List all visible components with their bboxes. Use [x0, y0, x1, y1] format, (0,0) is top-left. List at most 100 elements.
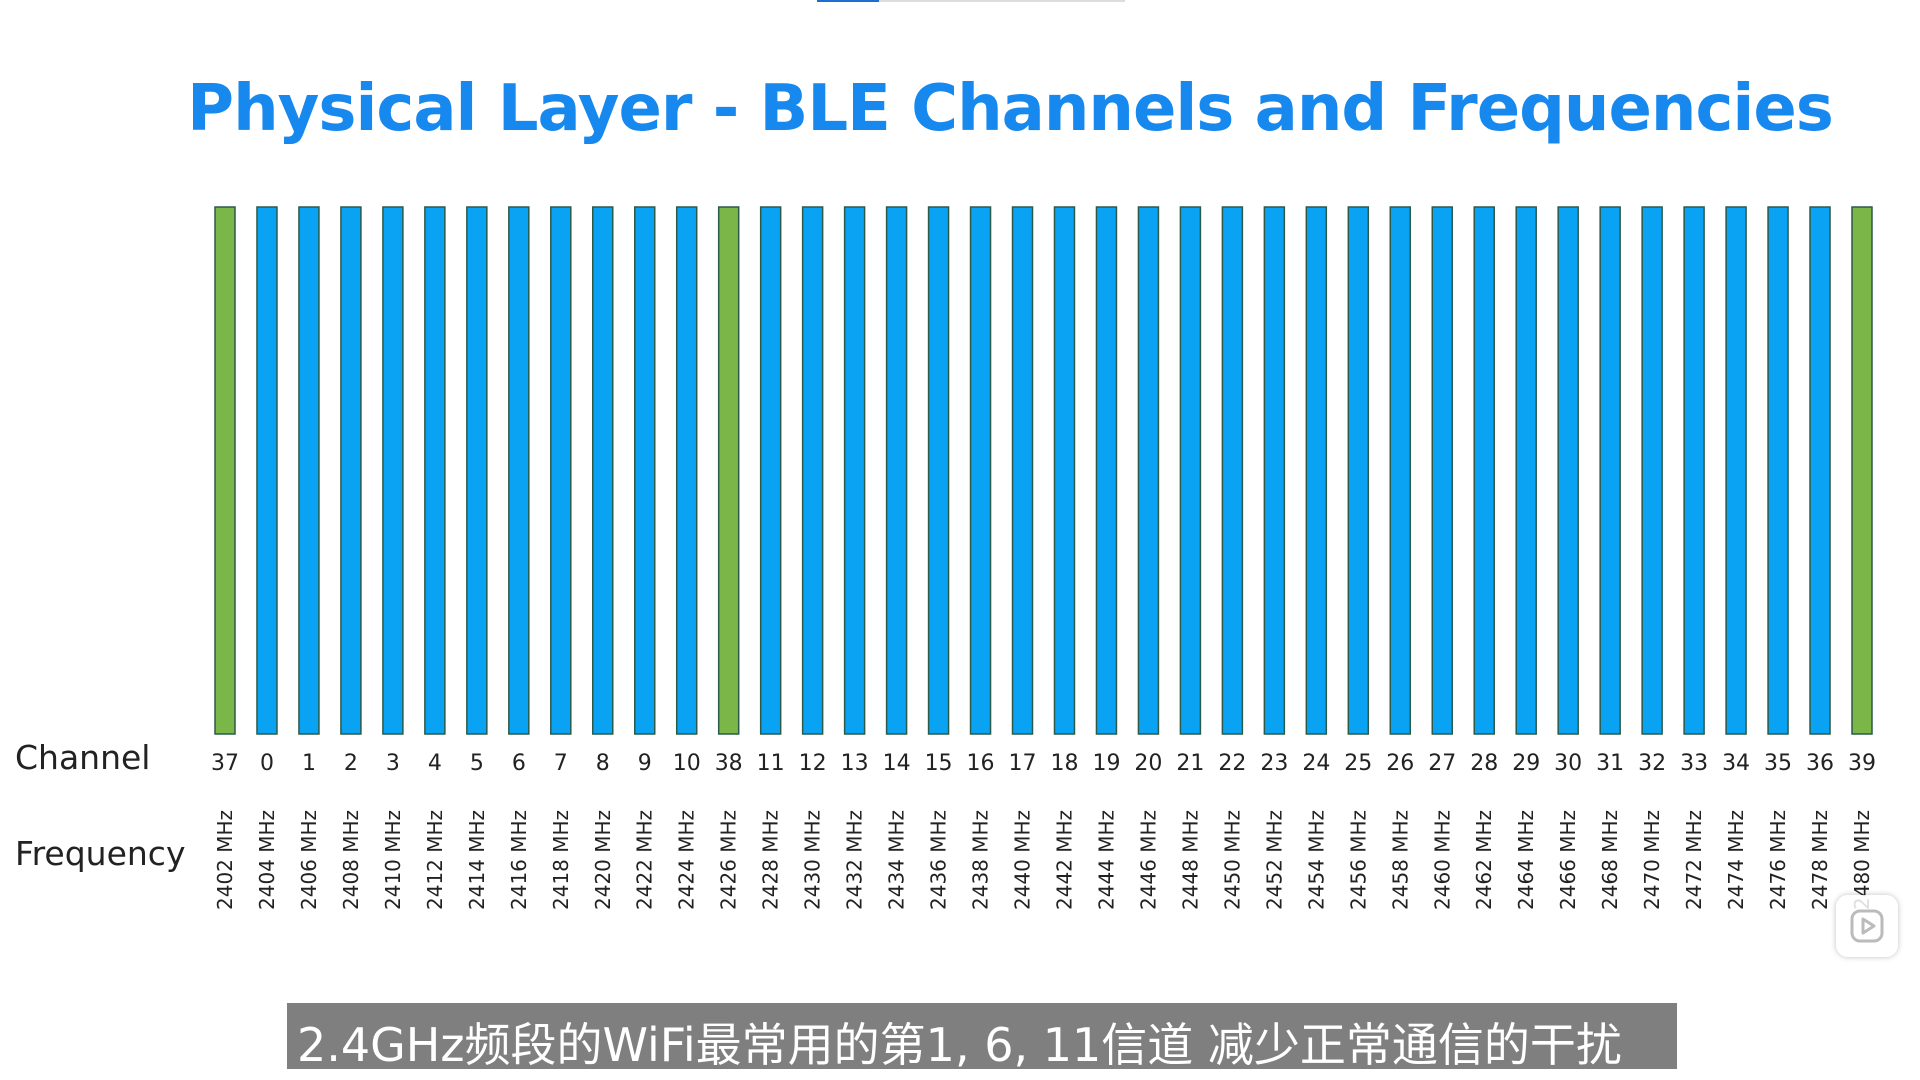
channel-tick-label: 11 [757, 751, 785, 776]
data-channel-bar-22 [1221, 206, 1244, 735]
data-channel-bar-15 [927, 206, 950, 735]
frequency-tick-label: 2414 MHz [465, 810, 489, 910]
data-channel-bar-1 [298, 206, 320, 735]
frequency-tick-label: 2468 MHz [1598, 810, 1622, 910]
data-channel-bar-5 [466, 206, 488, 735]
frequency-tick-label: 2406 MHz [297, 810, 321, 910]
channel-tick-label: 30 [1554, 751, 1582, 776]
frequency-tick-label: 2452 MHz [1262, 810, 1286, 910]
data-channel-bar-2 [340, 206, 362, 735]
channel-tick-label: 9 [638, 751, 652, 776]
frequency-tick-label: 2454 MHz [1304, 810, 1328, 910]
channel-tick-label: 23 [1260, 751, 1288, 776]
frequency-tick-label: 2410 MHz [381, 810, 405, 910]
channel-tick-label: 15 [925, 751, 953, 776]
frequency-tick-label: 2462 MHz [1472, 810, 1496, 910]
data-channel-bar-19 [1095, 206, 1118, 735]
frequency-tick-label: 2480 MHz [1850, 810, 1874, 910]
frequency-tick-label: 2408 MHz [339, 810, 363, 910]
data-channel-bar-31 [1599, 206, 1621, 735]
data-channel-bar-8 [592, 206, 614, 735]
frequency-tick-label: 2424 MHz [675, 810, 699, 910]
channel-tick-label: 18 [1050, 751, 1078, 776]
channel-tick-label: 0 [260, 751, 274, 776]
channel-tick-label: 17 [1009, 751, 1037, 776]
data-channel-bar-24 [1305, 206, 1328, 735]
channel-tick-label: 3 [386, 751, 400, 776]
channel-tick-label: 27 [1428, 751, 1456, 776]
channel-tick-labels: 37 0 1 2 3 4 5 6 7 8 9 10 38 11 12 13 14 15 16 17 18 19 20 21 22… [211, 751, 1876, 776]
channel-tick-label: 4 [428, 751, 442, 776]
frequency-tick-label: 2422 MHz [633, 810, 657, 910]
data-channel-bar-20 [1137, 206, 1160, 735]
channel-tick-label: 13 [841, 751, 869, 776]
channel-tick-label: 16 [967, 751, 995, 776]
channel-tick-label: 21 [1176, 751, 1204, 776]
data-channel-bar-11 [759, 206, 782, 735]
data-channel-bar-28 [1473, 206, 1495, 735]
channel-tick-label: 14 [883, 751, 911, 776]
channel-tick-label: 12 [799, 751, 827, 776]
frequency-tick-label: 2404 MHz [255, 810, 279, 910]
subtitle-caption: 2.4GHz频段的WiFi最常用的第1, 6, 11信道 减少正常通信的干扰 [287, 1003, 1677, 1072]
channel-tick-label: 20 [1134, 751, 1162, 776]
data-channel-bar-27 [1431, 206, 1454, 735]
advertising-channel-bar-37 [214, 206, 236, 735]
video-progress-bar[interactable] [817, 0, 1125, 2]
frequency-tick-label: 2446 MHz [1136, 810, 1160, 910]
ble-channel-chart: 37 0 1 2 3 4 5 6 7 8 9 10 38 11 12 13 14 15 16 17 18 19 20 21 22… [211, 206, 1876, 910]
data-channel-bar-13 [843, 206, 866, 735]
data-channel-bar-26 [1389, 206, 1412, 735]
play-icon-glyph [1850, 909, 1884, 943]
data-channel-bar-30 [1557, 206, 1579, 735]
data-channel-bar-25 [1347, 206, 1370, 735]
frequency-tick-label: 2448 MHz [1178, 810, 1202, 910]
frequency-tick-label: 2466 MHz [1556, 810, 1580, 910]
data-channel-bar-33 [1683, 206, 1705, 735]
frequency-tick-label: 2418 MHz [549, 810, 573, 910]
advertising-channel-bar-38 [717, 206, 740, 735]
channel-tick-label: 10 [673, 751, 701, 776]
data-channel-bar-0 [256, 206, 278, 735]
frequency-tick-label: 2436 MHz [927, 810, 951, 910]
channel-tick-label: 26 [1386, 751, 1414, 776]
channel-tick-label: 7 [554, 751, 568, 776]
data-channel-bar-14 [885, 206, 908, 735]
channel-tick-label: 37 [211, 751, 239, 776]
channel-tick-label: 25 [1344, 751, 1372, 776]
channel-tick-label: 36 [1806, 751, 1834, 776]
data-channel-bar-18 [1053, 206, 1076, 735]
data-channel-bar-16 [969, 206, 992, 735]
frequency-tick-label: 2434 MHz [885, 810, 909, 910]
channel-tick-label: 39 [1848, 751, 1876, 776]
data-channel-bar-23 [1263, 206, 1286, 735]
play-icon[interactable] [1836, 895, 1898, 957]
data-channel-bar-34 [1725, 206, 1747, 735]
channel-tick-label: 32 [1638, 751, 1666, 776]
channel-tick-label: 24 [1302, 751, 1330, 776]
frequency-tick-label: 2426 MHz [717, 810, 741, 910]
data-channel-bar-17 [1011, 206, 1034, 735]
video-progress-fill [817, 0, 879, 2]
data-channel-bar-9 [633, 206, 656, 735]
data-channel-bar-6 [508, 206, 530, 735]
frequency-tick-label: 2460 MHz [1430, 810, 1454, 910]
channel-tick-label: 31 [1596, 751, 1624, 776]
frequency-tick-label: 2430 MHz [801, 810, 825, 910]
channel-tick-label: 29 [1512, 751, 1540, 776]
channel-tick-label: 33 [1680, 751, 1708, 776]
data-channel-bar-32 [1641, 206, 1663, 735]
frequency-tick-label: 2470 MHz [1640, 810, 1664, 910]
frequency-tick-label: 2478 MHz [1808, 810, 1832, 910]
frequency-tick-label: 2442 MHz [1052, 810, 1076, 910]
channel-tick-label: 22 [1218, 751, 1246, 776]
frequency-tick-label: 2416 MHz [507, 810, 531, 910]
frequency-tick-label: 2476 MHz [1766, 810, 1790, 910]
frequency-tick-label: 2428 MHz [759, 810, 783, 910]
data-channel-bar-36 [1809, 206, 1831, 735]
channel-row-label: Channel [15, 738, 151, 777]
frequency-tick-label: 2450 MHz [1220, 810, 1244, 910]
data-channel-bar-21 [1179, 206, 1202, 735]
data-channel-bar-3 [382, 206, 404, 735]
data-channel-bar-10 [675, 206, 698, 735]
